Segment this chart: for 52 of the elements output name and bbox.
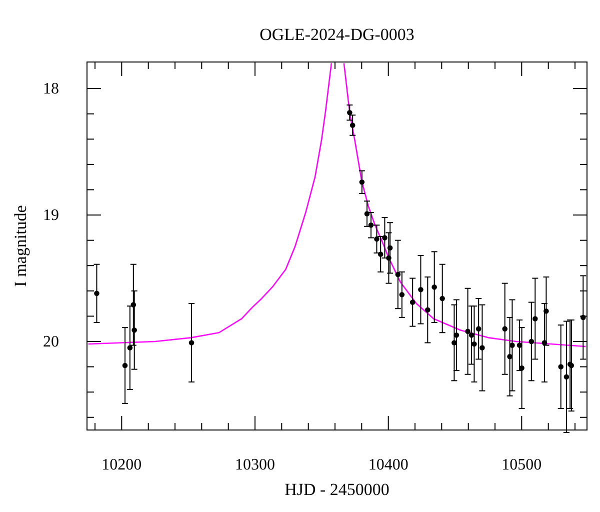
point bbox=[130, 302, 136, 308]
y-axis-title: I magnitude bbox=[11, 205, 30, 287]
point bbox=[368, 222, 374, 228]
point bbox=[382, 235, 388, 240]
x-tick-label: 10200 bbox=[102, 456, 142, 474]
point bbox=[410, 300, 416, 305]
point bbox=[465, 328, 470, 334]
point bbox=[386, 255, 392, 261]
point bbox=[468, 332, 474, 338]
point bbox=[378, 252, 384, 257]
point bbox=[454, 332, 460, 338]
point bbox=[528, 338, 534, 344]
point bbox=[395, 272, 401, 278]
point bbox=[364, 211, 370, 216]
point bbox=[476, 326, 482, 332]
point bbox=[359, 179, 365, 185]
point bbox=[399, 292, 405, 298]
point bbox=[347, 110, 352, 116]
point bbox=[580, 314, 586, 320]
point bbox=[542, 340, 548, 346]
point bbox=[480, 345, 485, 350]
point bbox=[374, 236, 380, 242]
point bbox=[127, 345, 133, 350]
point bbox=[387, 245, 393, 251]
point bbox=[507, 354, 512, 360]
x-axis-title: HJD - 2450000 bbox=[284, 480, 390, 499]
point bbox=[452, 340, 457, 346]
point bbox=[510, 342, 515, 348]
chart-title: OGLE-2024-DG-0003 bbox=[260, 25, 414, 44]
point bbox=[94, 290, 100, 296]
point bbox=[502, 326, 508, 332]
point bbox=[544, 308, 549, 314]
point bbox=[516, 342, 522, 348]
x-tick-label: 10300 bbox=[235, 456, 275, 474]
y-tick-label: 19 bbox=[43, 207, 59, 224]
point bbox=[188, 340, 194, 346]
point bbox=[519, 365, 524, 371]
y-tick-label: 20 bbox=[43, 334, 59, 351]
point bbox=[432, 284, 437, 290]
point bbox=[472, 341, 477, 347]
x-tick-label: 10400 bbox=[368, 456, 408, 474]
point bbox=[558, 364, 564, 370]
y-tick-label: 18 bbox=[43, 80, 59, 98]
point bbox=[418, 286, 424, 292]
point bbox=[132, 327, 137, 333]
point bbox=[425, 307, 430, 313]
point bbox=[440, 296, 445, 302]
point bbox=[564, 374, 570, 380]
point bbox=[350, 122, 356, 128]
point bbox=[532, 316, 538, 322]
x-tick-label: 10500 bbox=[502, 456, 542, 474]
point bbox=[122, 362, 128, 368]
